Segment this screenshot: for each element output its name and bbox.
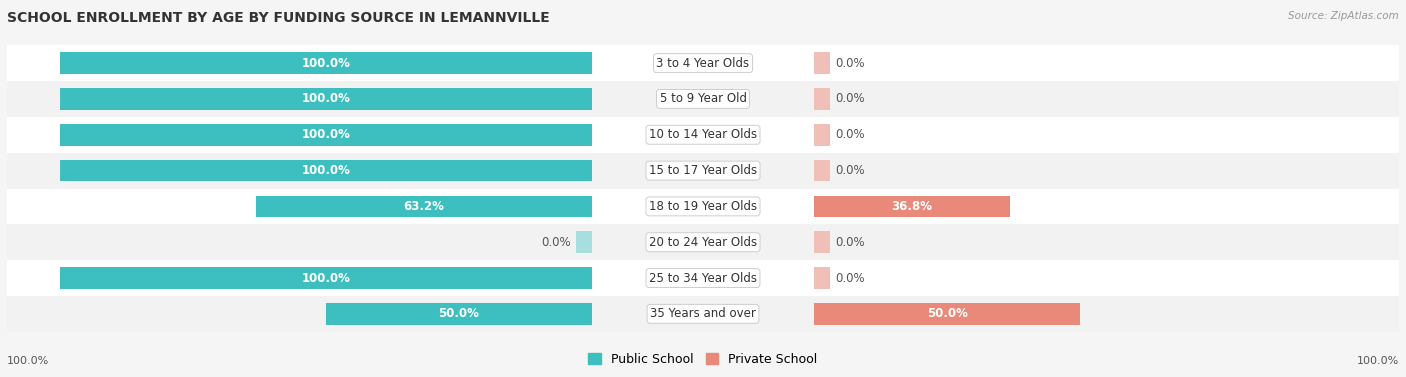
Text: 10 to 14 Year Olds: 10 to 14 Year Olds	[650, 128, 756, 141]
Text: 35 Years and over: 35 Years and over	[650, 307, 756, 320]
Bar	[592, 153, 814, 188]
Bar	[592, 224, 814, 260]
Text: 0.0%: 0.0%	[835, 57, 865, 70]
Text: 3 to 4 Year Olds: 3 to 4 Year Olds	[657, 57, 749, 70]
Bar	[60, 267, 592, 289]
Bar	[592, 81, 814, 117]
Bar	[60, 88, 592, 110]
Bar	[7, 81, 592, 117]
Text: 100.0%: 100.0%	[1357, 356, 1399, 366]
Text: 36.8%: 36.8%	[891, 200, 932, 213]
Bar	[814, 124, 831, 146]
Bar	[814, 188, 1399, 224]
Text: 0.0%: 0.0%	[541, 236, 571, 249]
Bar	[592, 45, 814, 81]
Text: 0.0%: 0.0%	[835, 92, 865, 106]
Bar	[814, 260, 1399, 296]
Bar	[814, 52, 831, 74]
Bar	[7, 224, 592, 260]
Bar	[592, 296, 814, 332]
Text: SCHOOL ENROLLMENT BY AGE BY FUNDING SOURCE IN LEMANNVILLE: SCHOOL ENROLLMENT BY AGE BY FUNDING SOUR…	[7, 11, 550, 25]
Text: 100.0%: 100.0%	[301, 92, 350, 106]
Bar	[814, 153, 1399, 188]
Bar	[814, 224, 1399, 260]
Bar	[326, 303, 592, 325]
Legend: Public School, Private School: Public School, Private School	[583, 348, 823, 371]
Bar	[60, 124, 592, 146]
Bar	[60, 160, 592, 181]
Bar	[814, 303, 1080, 325]
Text: 18 to 19 Year Olds: 18 to 19 Year Olds	[650, 200, 756, 213]
Bar	[814, 160, 831, 181]
Bar	[575, 231, 592, 253]
Bar	[814, 45, 1399, 81]
Bar	[7, 188, 592, 224]
Bar	[814, 231, 831, 253]
Text: 100.0%: 100.0%	[301, 164, 350, 177]
Text: 0.0%: 0.0%	[835, 164, 865, 177]
Bar	[814, 88, 831, 110]
Text: 100.0%: 100.0%	[7, 356, 49, 366]
Text: 63.2%: 63.2%	[404, 200, 444, 213]
Text: 100.0%: 100.0%	[301, 128, 350, 141]
Text: Source: ZipAtlas.com: Source: ZipAtlas.com	[1288, 11, 1399, 21]
Text: 0.0%: 0.0%	[835, 236, 865, 249]
Bar	[7, 296, 592, 332]
Bar	[7, 45, 592, 81]
Bar	[7, 153, 592, 188]
Bar	[814, 81, 1399, 117]
Bar	[814, 267, 831, 289]
Bar	[7, 260, 592, 296]
Text: 50.0%: 50.0%	[439, 307, 479, 320]
Text: 0.0%: 0.0%	[835, 271, 865, 285]
Bar	[814, 117, 1399, 153]
Text: 50.0%: 50.0%	[927, 307, 967, 320]
Text: 0.0%: 0.0%	[835, 128, 865, 141]
Bar	[7, 117, 592, 153]
Bar	[592, 117, 814, 153]
Text: 5 to 9 Year Old: 5 to 9 Year Old	[659, 92, 747, 106]
Text: 100.0%: 100.0%	[301, 57, 350, 70]
Text: 20 to 24 Year Olds: 20 to 24 Year Olds	[650, 236, 756, 249]
Text: 15 to 17 Year Olds: 15 to 17 Year Olds	[650, 164, 756, 177]
Bar	[60, 52, 592, 74]
Bar	[592, 188, 814, 224]
Bar	[814, 296, 1399, 332]
Bar	[256, 196, 592, 217]
Text: 100.0%: 100.0%	[301, 271, 350, 285]
Bar	[592, 260, 814, 296]
Bar	[814, 196, 1010, 217]
Text: 25 to 34 Year Olds: 25 to 34 Year Olds	[650, 271, 756, 285]
